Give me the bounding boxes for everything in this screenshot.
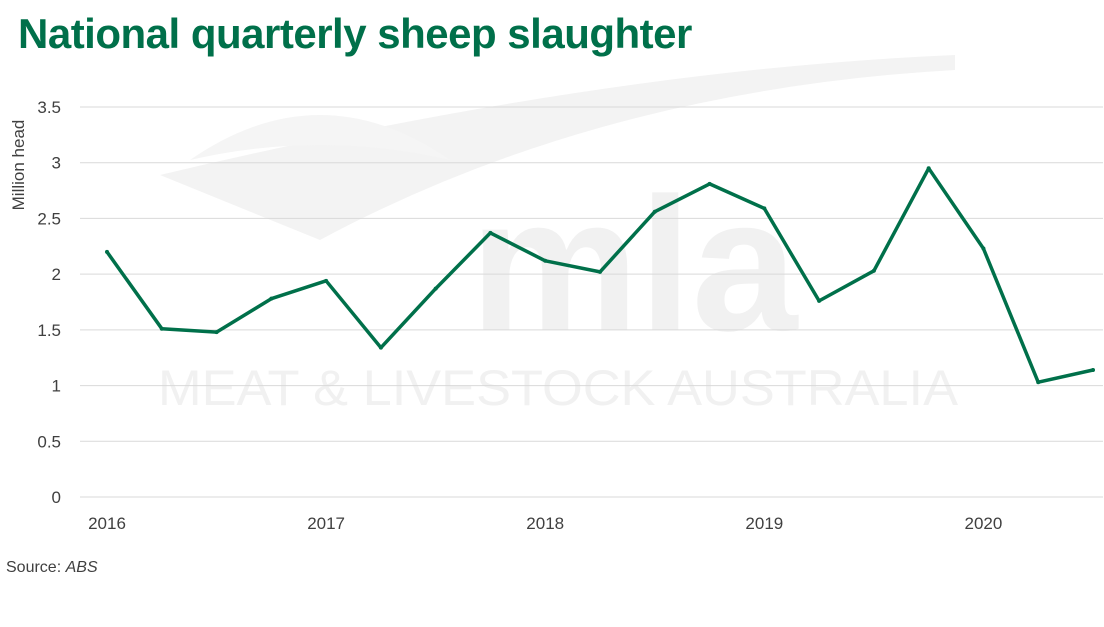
gridlines (80, 106, 1103, 498)
data-point (598, 269, 602, 274)
data-point (378, 345, 383, 350)
y-axis-ticks: 0 0.5 1 1.5 2 2.5 3 3.5 (37, 98, 61, 507)
y-tick-label: 0 (52, 488, 61, 507)
data-point (981, 246, 986, 251)
source-note: Source: ABS (6, 559, 98, 577)
y-tick-label: 1 (52, 377, 61, 396)
source-name: ABS (65, 559, 98, 576)
chart-title: National quarterly sheep slaughter (18, 10, 692, 57)
x-tick-label: 2016 (88, 514, 126, 533)
data-point (543, 258, 548, 263)
data-point (324, 278, 329, 283)
y-tick-label: 3 (52, 154, 61, 173)
source-label: Source: (6, 559, 62, 576)
series-layer (105, 166, 1095, 385)
data-point (1091, 367, 1095, 372)
x-tick-label: 2018 (526, 514, 564, 533)
data-point (159, 326, 164, 331)
watermark-swoosh (160, 55, 955, 240)
watermark-arc (190, 115, 450, 160)
data-point (871, 268, 876, 273)
mla-watermark: mla MEAT & LIVESTOCK AUSTRALIA (158, 55, 959, 416)
y-tick-label: 2 (52, 265, 61, 284)
x-tick-label: 2017 (307, 514, 345, 533)
data-point (707, 181, 712, 186)
x-tick-label: 2019 (745, 514, 783, 533)
watermark-logo: mla (470, 159, 799, 371)
data-point (762, 206, 767, 211)
data-point (488, 230, 493, 235)
data-point (105, 249, 109, 254)
y-axis-title: Million head (9, 120, 28, 211)
y-tick-label: 2.5 (37, 209, 61, 228)
data-point (269, 296, 274, 301)
y-tick-label: 3.5 (37, 98, 61, 117)
data-point (817, 298, 822, 303)
data-point (433, 286, 438, 291)
data-point (1036, 380, 1041, 385)
x-axis-ticks: 2016 2017 2018 2019 2020 (88, 514, 1002, 533)
y-tick-label: 1.5 (37, 321, 61, 340)
data-point (652, 209, 657, 214)
y-tick-label: 0.5 (37, 432, 61, 451)
data-point (214, 330, 219, 335)
x-tick-label: 2020 (965, 514, 1003, 533)
watermark-text: MEAT & LIVESTOCK AUSTRALIA (158, 360, 959, 416)
data-point (926, 166, 931, 171)
